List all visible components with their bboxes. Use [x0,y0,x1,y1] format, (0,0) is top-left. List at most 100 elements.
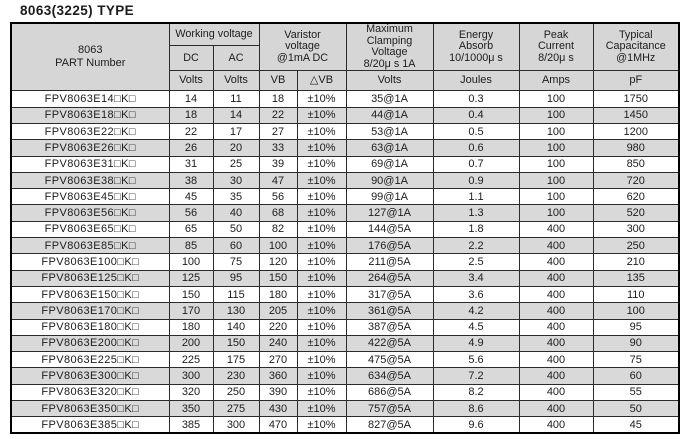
value-cell: 11 [212,90,260,108]
table-row: FPV8063E125□K□ 125 95 150 ±10% 264@5A 3.4 400 13… [10,269,680,287]
part-number-cell: FPV8063E170□K□ [10,302,170,320]
value-cell: ±10% [296,220,347,239]
value-cell: 400 [518,269,594,287]
value-cell: 27 [258,122,298,141]
value-cell: 17 [212,122,260,141]
value-cell: 69@1A [345,155,434,173]
value-cell: 400 [518,383,594,402]
value-cell: ±10% [296,334,347,353]
value-cell: 100 [258,237,298,255]
value-cell: 90@1A [345,171,434,190]
table-row: FPV8063E170□K□ 170 130 205 ±10% 361@5A 4.2 400 1… [10,302,680,320]
value-cell: 100 [168,253,214,271]
value-cell: 400 [518,318,594,336]
value-cell: 26 [168,139,214,157]
value-cell: 47 [258,171,298,190]
unit-pf: pF [592,70,680,92]
value-cell: 850 [592,155,680,173]
value-cell: 422@5A [345,334,434,353]
value-cell: 144@5A [345,220,434,239]
part-number-cell: FPV8063E200□K□ [10,334,170,353]
value-cell: 230 [212,367,260,385]
part-number-cell: FPV8063E38□K□ [10,171,170,190]
value-cell: 0.5 [432,122,520,141]
unit-vb: VB [258,70,298,92]
value-cell: 150 [258,269,298,287]
value-cell: 2.2 [432,237,520,255]
value-cell: 8.6 [432,400,520,418]
part-number-cell: FPV8063E225□K□ [10,351,170,369]
value-cell: ±10% [296,285,347,304]
header-typical-capacitance: Typical Capacitance @1MHz [592,22,680,72]
table-row: FPV8063E385□K□ 385 300 470 ±10% 827@5A 9.6 400 4… [10,416,680,434]
value-cell: 120 [258,253,298,271]
value-cell: 211@5A [345,253,434,271]
part-number-cell: FPV8063E56□K□ [10,204,170,222]
value-cell: 270 [258,351,298,369]
value-cell: 4.5 [432,318,520,336]
value-cell: 1.1 [432,188,520,206]
value-cell: 180 [168,318,214,336]
value-cell: 0.3 [432,90,520,108]
value-cell: ±10% [296,253,347,271]
value-cell: 176@5A [345,237,434,255]
value-cell: 4.2 [432,302,520,320]
value-cell: ±10% [296,302,347,320]
value-cell: 100 [518,204,594,222]
value-cell: 20 [212,139,260,157]
table-row: FPV8063E31□K□ 31 25 39 ±10% 69@1A 0.7 100 850 [10,155,680,173]
unit-amps: Amps [518,70,594,92]
value-cell: 0.4 [432,106,520,124]
value-cell: 400 [518,334,594,353]
table-row: FPV8063E18□K□ 18 14 22 ±10% 44@1A 0.4 100 1450 [10,106,680,124]
value-cell: 140 [212,318,260,336]
value-cell: 100 [518,171,594,190]
value-cell: 85 [168,237,214,255]
value-cell: 400 [518,416,594,434]
value-cell: 14 [212,106,260,124]
value-cell: 39 [258,155,298,173]
table-row: FPV8063E85□K□ 85 60 100 ±10% 176@5A 2.2 400 250 [10,237,680,255]
value-cell: 3.6 [432,285,520,304]
value-cell: 44@1A [345,106,434,124]
table-row: FPV8063E350□K□ 350 275 430 ±10% 757@5A 8.6 400 5… [10,400,680,418]
value-cell: 25 [212,155,260,173]
table-body: FPV8063E14□K□ 14 11 18 ±10% 35@1A 0.3 100 1750 FP… [10,90,680,434]
value-cell: 100 [518,155,594,173]
value-cell: 1450 [592,106,680,124]
value-cell: 0.9 [432,171,520,190]
part-number-cell: FPV8063E320□K□ [10,383,170,402]
value-cell: 38 [168,171,214,190]
value-cell: 170 [168,302,214,320]
table-row: FPV8063E180□K□ 180 140 220 ±10% 387@5A 4.5 400 9… [10,318,680,336]
value-cell: 1200 [592,122,680,141]
value-cell: 45 [592,416,680,434]
unit-ac: Volts [212,70,260,92]
header-max-clamping-voltage: Maximum Clamping Voltage 8/20μ s 1A [345,22,434,72]
value-cell: 100 [518,139,594,157]
value-cell: 634@5A [345,367,434,385]
value-cell: 317@5A [345,285,434,304]
value-cell: 300 [212,416,260,434]
value-cell: 110 [592,285,680,304]
value-cell: 127@1A [345,204,434,222]
value-cell: 400 [518,302,594,320]
value-cell: 135 [592,269,680,287]
header-part-number: 8063 PART Number [10,22,170,92]
value-cell: 400 [518,351,594,369]
table-row: FPV8063E26□K□ 26 20 33 ±10% 63@1A 0.6 100 980 [10,139,680,157]
header-ac: AC [212,45,260,72]
value-cell: 60 [212,237,260,255]
value-cell: 3.4 [432,269,520,287]
table-row: FPV8063E200□K□ 200 150 240 ±10% 422@5A 4.9 400 9… [10,334,680,353]
header-dc: DC [168,45,214,72]
value-cell: 400 [518,237,594,255]
header-peak-current: Peak Current 8/20μ s [518,22,594,72]
value-cell: ±10% [296,237,347,255]
value-cell: ±10% [296,204,347,222]
value-cell: 200 [168,334,214,353]
header-working-voltage: Working voltage [168,22,260,47]
table-row: FPV8063E22□K□ 22 17 27 ±10% 53@1A 0.5 100 1200 [10,122,680,141]
part-number-cell: FPV8063E180□K□ [10,318,170,336]
part-number-cell: FPV8063E22□K□ [10,122,170,141]
